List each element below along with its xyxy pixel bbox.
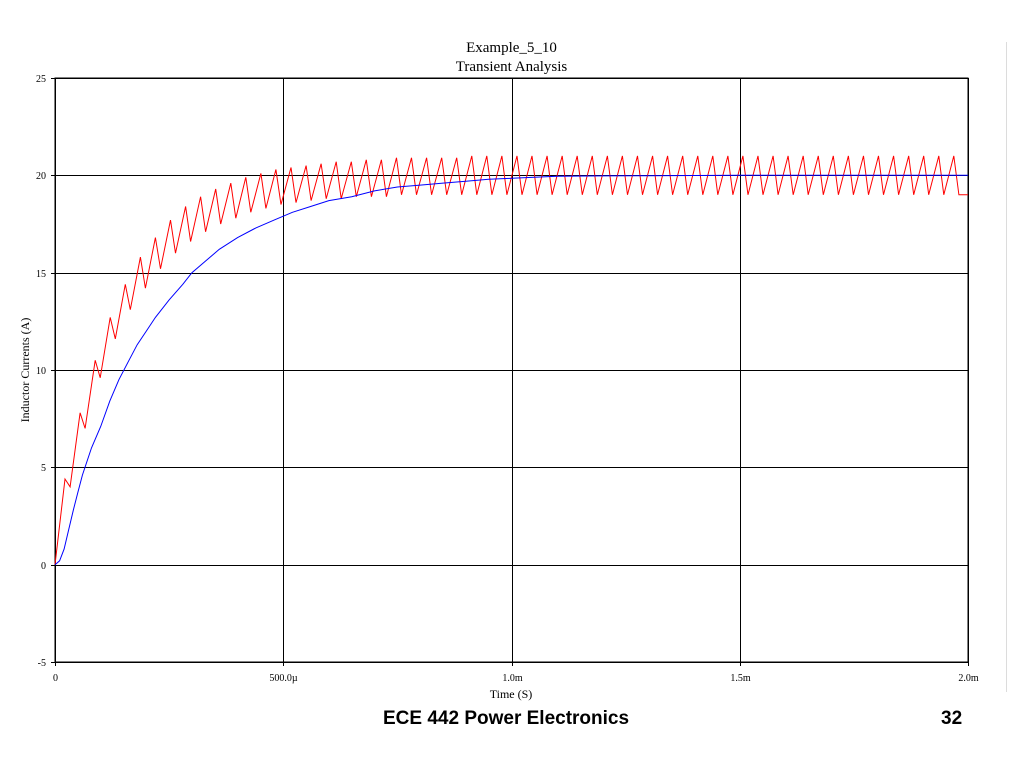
series-line-1 [54,155,968,565]
chart-title: Example_5_10 [466,40,557,56]
x-tick-label: 1.5m [730,673,751,684]
y-tick-label: 5 [41,463,46,474]
x-tick-label: 500.0µ [269,673,298,684]
y-tick-label: 25 [36,74,46,85]
y-tick-label: -5 [38,658,46,669]
x-tick-label: 1.0m [502,673,523,684]
tick-layer: -5 0 5 10 15 20 25 0 500.0µ 1.0m 1.5m 2.0m [36,74,979,684]
y-axis-label: Inductor Currents (A) [18,318,32,423]
y-tick-label: 10 [36,366,46,377]
y-tick-label: 15 [36,269,46,280]
series-layer [54,155,968,566]
slide-divider [1006,42,1007,692]
footer-course-title: ECE 442 Power Electronics [383,708,630,729]
chart-subtitle: Transient Analysis [455,59,568,75]
x-tick-label: 2.0m [958,673,979,684]
x-tick-label: 0 [53,673,58,684]
footer-page-number: 32 [941,708,963,729]
y-tick-label: 20 [36,171,46,182]
y-tick-label: 0 [41,561,46,572]
grid-layer [54,77,969,663]
x-axis-label: Time (S) [490,687,533,701]
series-line-2 [54,174,968,566]
